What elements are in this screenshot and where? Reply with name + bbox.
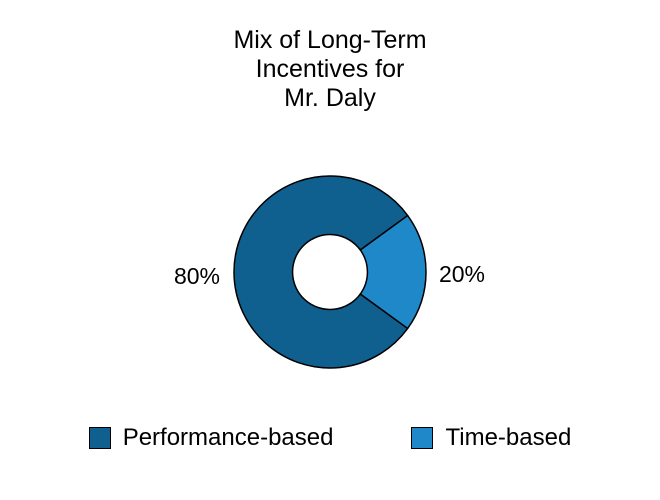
chart-title: Mix of Long-Term Incentives for Mr. Daly — [233, 26, 427, 112]
legend: Performance-based Time-based — [0, 424, 660, 452]
legend-item-performance: Performance-based — [88, 424, 334, 452]
legend-label-performance: Performance-based — [122, 424, 334, 451]
donut-slice-time-based — [359, 214, 427, 330]
legend-item-time: Time-based — [411, 424, 571, 452]
legend-swatch-performance — [88, 427, 111, 449]
donut-slice-performance-based — [233, 175, 409, 369]
slice-value-label-time: 20% — [438, 261, 486, 287]
slice-value-label-performance: 80% — [173, 263, 221, 289]
legend-label-time: Time-based — [445, 424, 572, 451]
legend-swatch-time — [411, 427, 434, 449]
